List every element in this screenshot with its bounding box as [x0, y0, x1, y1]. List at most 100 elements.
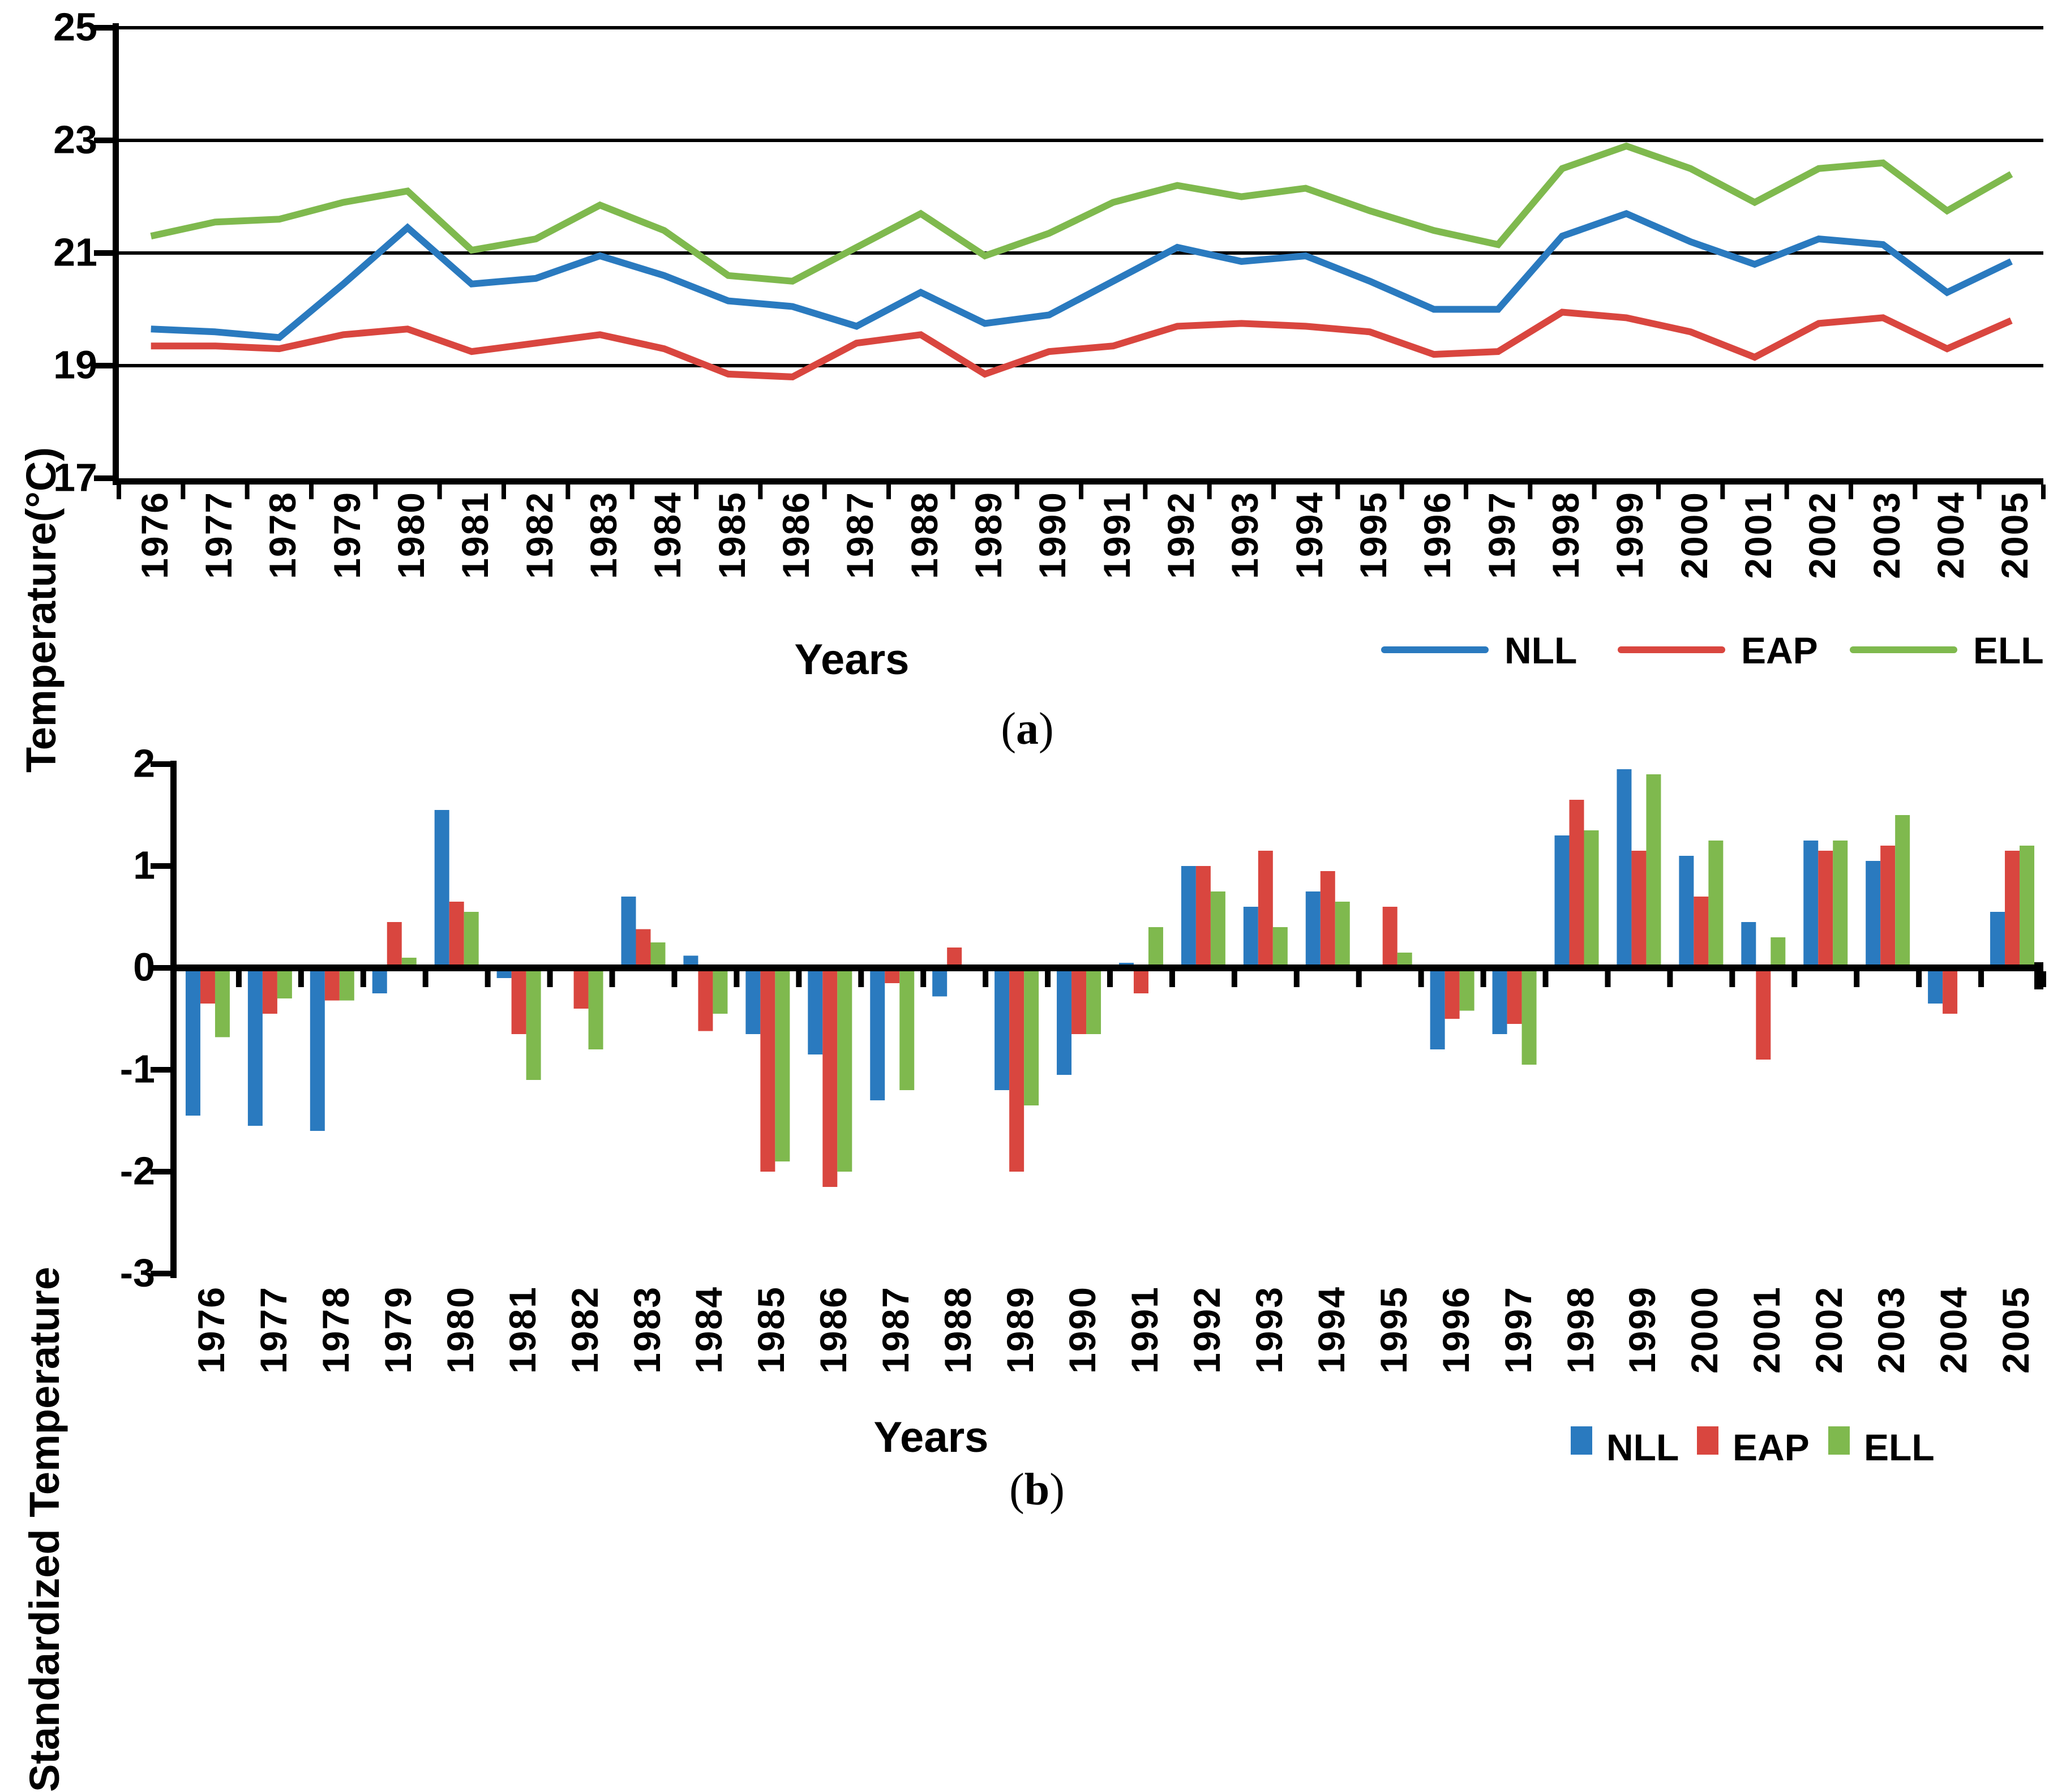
bar-NLL-1996	[1430, 968, 1445, 1049]
x-tick-b	[1231, 971, 1237, 987]
x-tick-b	[671, 971, 678, 987]
bar-EAP-1985	[760, 968, 775, 1172]
bar-ELL-1985	[775, 968, 790, 1161]
bar-NLL-1999	[1617, 769, 1632, 968]
x-tick-label-b-1982: 1982	[563, 1286, 606, 1374]
x-tick-label-a-1998: 1998	[1545, 491, 1587, 579]
y-tick-a-19	[94, 363, 113, 368]
bar-NLL-1990	[1057, 968, 1072, 1075]
bar-ELL-2003	[1895, 815, 1910, 968]
x-tick-b	[1356, 971, 1362, 987]
x-tick-b	[1667, 971, 1673, 987]
x-tick-label-a-1991: 1991	[1095, 491, 1138, 579]
x-tick-a	[1720, 485, 1725, 499]
y-tick-label-a-25: 25	[53, 5, 97, 49]
bar-NLL-1992	[1181, 866, 1196, 968]
bar-EAP-1997	[1507, 968, 1522, 1024]
bar-EAP-1991	[1133, 968, 1148, 993]
y-tick-label-b-2: 2	[133, 741, 155, 786]
x-tick-b	[983, 971, 989, 987]
bar-EAP-1979	[387, 922, 402, 968]
x-tick-a	[1079, 485, 1083, 499]
bar-NLL-2001	[1741, 922, 1756, 968]
x-tick-b	[1542, 971, 1549, 987]
x-tick-b	[235, 971, 242, 987]
legend-swatch-ell	[1828, 1426, 1850, 1455]
x-tick-a	[1656, 485, 1661, 499]
y-tick-label-a-23: 23	[53, 117, 97, 162]
x-tick-label-a-1980: 1980	[390, 491, 432, 579]
y-tick-b-0	[151, 965, 170, 971]
legend-label-nll: NLL	[1504, 629, 1578, 671]
bar-ELL-1998	[1584, 830, 1599, 968]
y-axis-spine-b	[170, 761, 177, 1278]
x-tick-label-b-1999: 1999	[1621, 1286, 1664, 1374]
x-tick-label-b-1978: 1978	[314, 1286, 357, 1374]
bar-NLL-1997	[1492, 968, 1507, 1034]
x-tick-label-a-1978: 1978	[262, 491, 304, 579]
x-tick-label-a-1987: 1987	[839, 491, 881, 579]
x-tick-label-b-1981: 1981	[501, 1286, 543, 1374]
bar-EAP-2004	[1943, 968, 1958, 1014]
x-tick-label-b-1976: 1976	[190, 1286, 232, 1374]
x-tick-b	[920, 971, 927, 987]
x-tick-b	[1169, 971, 1175, 987]
caption-a: (a)	[1001, 704, 1054, 754]
x-tick-a	[1207, 485, 1212, 499]
legend-label-b-nll: NLL	[1606, 1426, 1679, 1468]
x-tick-label-a-1983: 1983	[582, 491, 624, 579]
bar-EAP-1999	[1631, 851, 1647, 968]
x-tick-label-a-1992: 1992	[1160, 491, 1202, 579]
legend-line-ell	[1850, 646, 1957, 653]
bar-EAP-2000	[1694, 897, 1709, 968]
bar-NLL-2004	[1928, 968, 1943, 1004]
caption-b: (b)	[1009, 1465, 1065, 1515]
x-tick-b	[1854, 971, 1860, 987]
bar-ELL-1993	[1272, 927, 1288, 968]
bar-ELL-1982	[588, 968, 603, 1049]
y-tick-a-21	[94, 250, 113, 256]
legend-label-eap: EAP	[1741, 629, 1818, 671]
y-tick-label-b--2: -2	[119, 1148, 155, 1193]
x-tick-label-a-1989: 1989	[967, 491, 1009, 579]
y-tick-a-17	[94, 475, 113, 481]
x-tick-label-b-1989: 1989	[999, 1286, 1041, 1374]
x-tick-label-b-1998: 1998	[1559, 1286, 1601, 1374]
bar-NLL-2000	[1679, 856, 1694, 968]
x-tick-b	[796, 971, 802, 987]
bar-ELL-1989	[1024, 968, 1039, 1105]
x-tick-b	[734, 971, 740, 987]
x-tick-a	[1464, 485, 1468, 499]
x-tick-a	[245, 485, 250, 499]
bar-NLL-2005	[1990, 912, 2005, 968]
bar-ELL-2005	[2020, 846, 2035, 968]
x-tick-a	[309, 485, 314, 499]
x-tick-a	[501, 485, 506, 499]
legend-swatch-nll	[1571, 1426, 1592, 1455]
x-tick-b	[1729, 971, 1735, 987]
bar-ELL-1986	[837, 968, 852, 1172]
x-tick-label-b-1992: 1992	[1185, 1286, 1228, 1374]
y-tick-label-b-1: 1	[133, 843, 155, 888]
bar-EAP-2003	[1880, 846, 1896, 968]
bar-NLL-1994	[1305, 891, 1321, 968]
x-tick-label-b-1990: 1990	[1061, 1286, 1104, 1374]
x-axis-title-b: Years	[873, 1413, 989, 1461]
x-tick-b	[422, 971, 428, 987]
bar-NLL-1998	[1554, 835, 1570, 968]
x-tick-label-a-2000: 2000	[1673, 491, 1715, 579]
bar-EAP-1982	[573, 968, 589, 1009]
x-tick-label-b-1993: 1993	[1248, 1286, 1290, 1374]
bar-NLL-1976	[185, 968, 200, 1116]
y-tick-label-a-17: 17	[53, 455, 97, 500]
x-tick-b	[1916, 971, 1922, 987]
bar-NLL-1979	[372, 968, 387, 993]
x-tick-b	[1791, 971, 1798, 987]
bar-ELL-1992	[1210, 891, 1225, 968]
bar-NLL-1993	[1243, 907, 1258, 968]
bar-NLL-2002	[1803, 841, 1819, 968]
x-tick-b	[858, 971, 864, 987]
bar-NLL-1983	[621, 897, 636, 968]
x-tick-a	[1784, 485, 1789, 499]
x-tick-a	[1271, 485, 1276, 499]
